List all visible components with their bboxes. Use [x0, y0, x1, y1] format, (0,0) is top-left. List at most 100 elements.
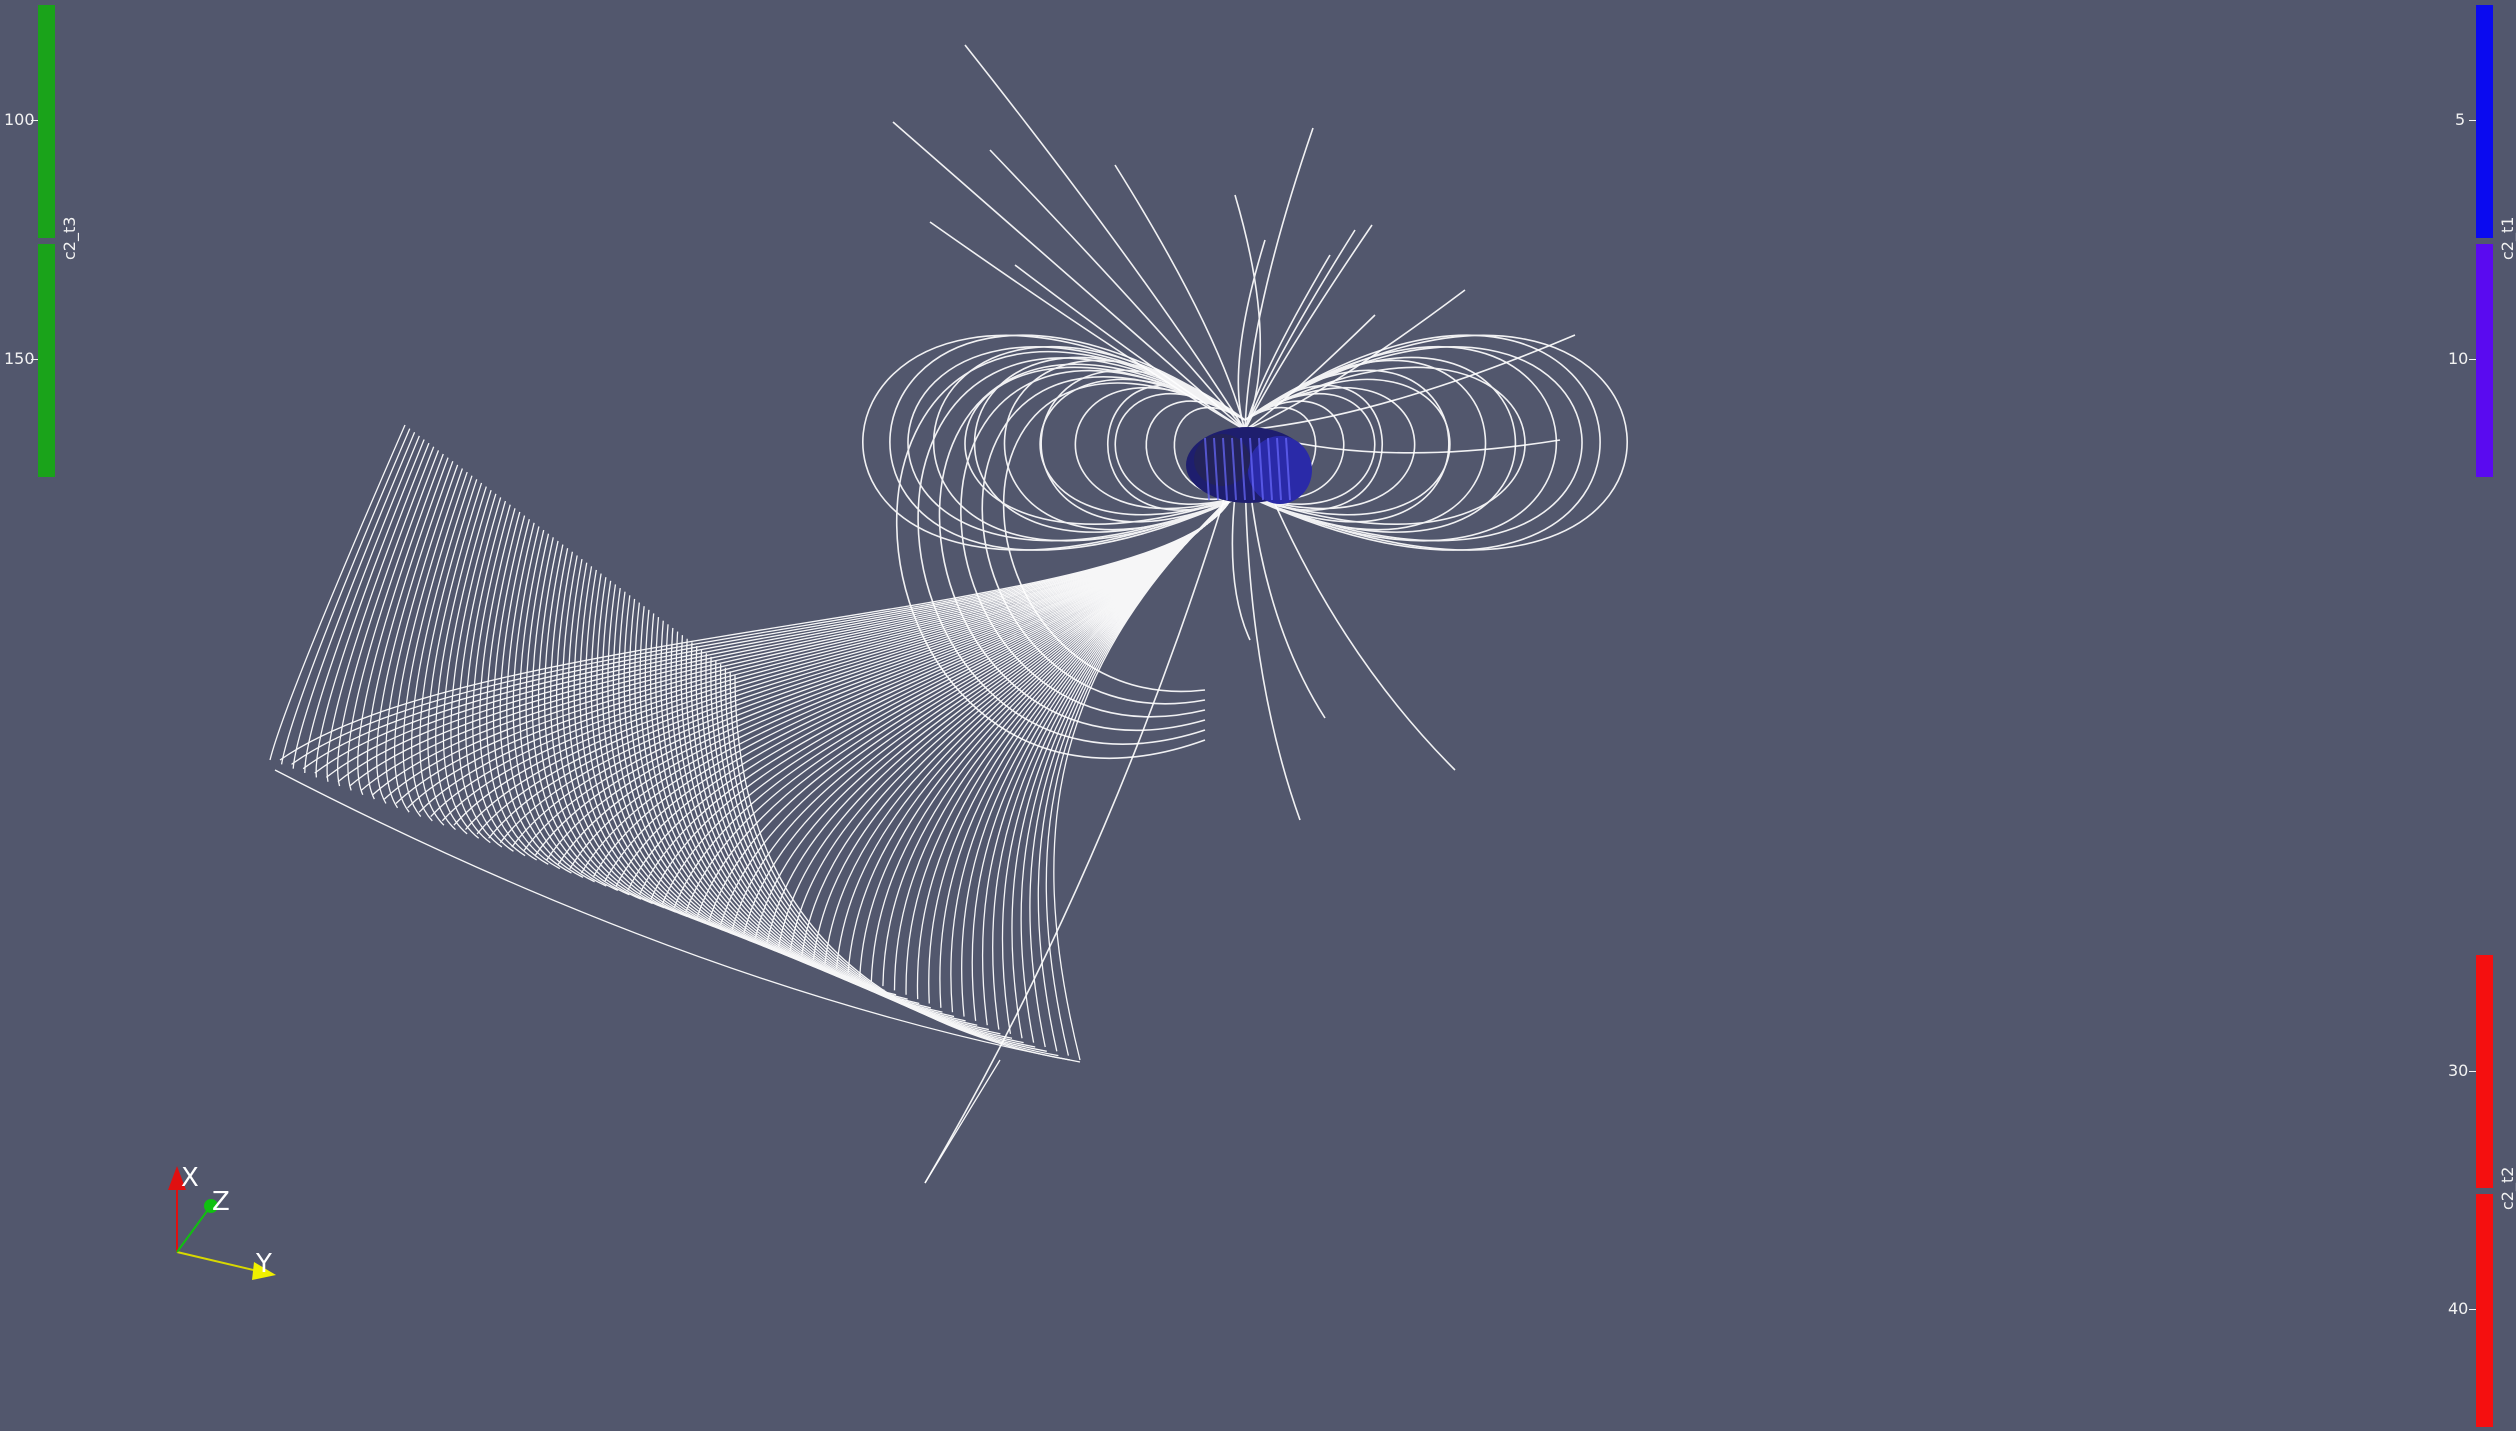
field-line: [1244, 127, 1314, 431]
streamline: [357, 453, 444, 796]
streamline: [385, 464, 459, 809]
colorbar-c2-t3-tick-1: 150: [4, 349, 35, 368]
field-line: [964, 44, 1246, 431]
streamline: [715, 660, 1024, 1044]
field-line: [1002, 382, 1236, 693]
x-axis-label: X: [181, 1163, 199, 1193]
field-line: [938, 363, 1236, 732]
streamline-edge: [274, 769, 1081, 1063]
streamline: [394, 468, 464, 813]
streamline: [537, 540, 642, 900]
colorbar-c2-t1-title: c2_t1: [2498, 216, 2516, 260]
streamline: [531, 537, 630, 896]
field-line: [1244, 254, 1331, 431]
field-line: [932, 345, 1246, 542]
colorbar-c2-t3-segment-1: [38, 5, 55, 238]
streamline: [924, 1059, 1001, 1184]
field-line: [981, 376, 1236, 705]
body-texture-line: [1285, 437, 1291, 501]
colorbar-c2-t2-segment-2: [2476, 1194, 2493, 1427]
streamline: [486, 511, 549, 865]
streamline: [366, 457, 449, 800]
field-line: [1244, 384, 1384, 511]
tick-mark: [2469, 359, 2476, 360]
field-line: [964, 366, 1246, 525]
orientation-axes-widget[interactable]: X Z Y: [168, 1163, 276, 1280]
streamline: [567, 558, 700, 922]
streamline: [612, 587, 792, 957]
streamline: [650, 613, 874, 987]
z-axis-line: [176, 1206, 211, 1253]
tick-mark: [2469, 1071, 2476, 1072]
streamline: [465, 500, 514, 852]
field-line: [1244, 366, 1526, 525]
streamline: [402, 471, 468, 817]
body-texture-line: [1240, 437, 1246, 501]
streamline: [607, 584, 781, 952]
streamline: [729, 671, 1059, 1057]
streamline: [419, 479, 478, 826]
colorbar-c2-t1-tick-1: 10: [2448, 349, 2469, 368]
field-line-rays: [892, 44, 1576, 1184]
field-line: [892, 121, 1246, 431]
colorbar-c2-t3-tick-0: 100: [4, 110, 35, 129]
body-texture-line: [1249, 437, 1255, 501]
streamline: [506, 522, 584, 878]
y-axis-arrow: [252, 1262, 276, 1280]
streamline: [724, 667, 1047, 1052]
streamline: [347, 450, 440, 791]
field-line: [862, 334, 1246, 551]
body-texture-line: [1222, 437, 1228, 501]
streamline: [561, 555, 688, 918]
field-line: [929, 221, 1246, 431]
field-line: [1244, 393, 1376, 505]
streamline: [580, 494, 1234, 874]
colorbar-c2-t2[interactable]: [2476, 955, 2494, 1427]
streamline: [579, 566, 723, 931]
colorbar-c2-t1[interactable]: [2476, 5, 2494, 477]
body-texture-line: [1276, 437, 1282, 501]
colorbar-c2-t2-tick-1: 40: [2448, 1299, 2469, 1318]
streamline: [555, 551, 677, 913]
tick-mark: [2469, 120, 2476, 121]
field-line: [1244, 289, 1466, 431]
field-line: [1244, 386, 1416, 510]
field-line: [924, 429, 1246, 1184]
streamline: [472, 504, 526, 857]
colorbar-c2-t2-segment-1: [2476, 955, 2493, 1188]
field-line: [1014, 264, 1246, 431]
field-line: [1244, 229, 1356, 431]
colorbar-c2-t1-segment-2: [2476, 244, 2493, 477]
field-line: [1244, 334, 1628, 551]
streamline: [549, 548, 665, 909]
streamline: [442, 490, 492, 839]
field-line: [1237, 239, 1266, 431]
field-line: [960, 369, 1236, 718]
streamline: [590, 573, 746, 939]
colorbar-c2-t2-tick-0: 30: [2448, 1061, 2469, 1080]
colorbar-c2-t1-tick-0: 5: [2455, 110, 2466, 129]
streamline: [337, 446, 435, 787]
field-line: [1234, 194, 1262, 431]
field-line: [1244, 345, 1558, 542]
streamline: [573, 562, 711, 926]
streamline: [435, 486, 487, 835]
tick-mark: [31, 120, 38, 121]
x-axis-arrow: [168, 1166, 186, 1190]
streamline: [569, 494, 1234, 870]
central-body-object: [1186, 427, 1312, 504]
streamline: [525, 533, 619, 892]
colorbar-c2-t3[interactable]: [38, 5, 56, 477]
streamline: [326, 442, 430, 782]
tick-mark: [2469, 1309, 2476, 1310]
streamline: [519, 529, 607, 887]
streamline: [596, 577, 758, 944]
field-line: [1145, 400, 1246, 501]
streamline: [585, 569, 734, 935]
field-line: [895, 350, 1236, 759]
streamline-tail-sheet: [269, 424, 1234, 1184]
streamline: [512, 526, 595, 883]
streamline: [601, 580, 769, 948]
y-axis-line: [176, 1251, 263, 1273]
